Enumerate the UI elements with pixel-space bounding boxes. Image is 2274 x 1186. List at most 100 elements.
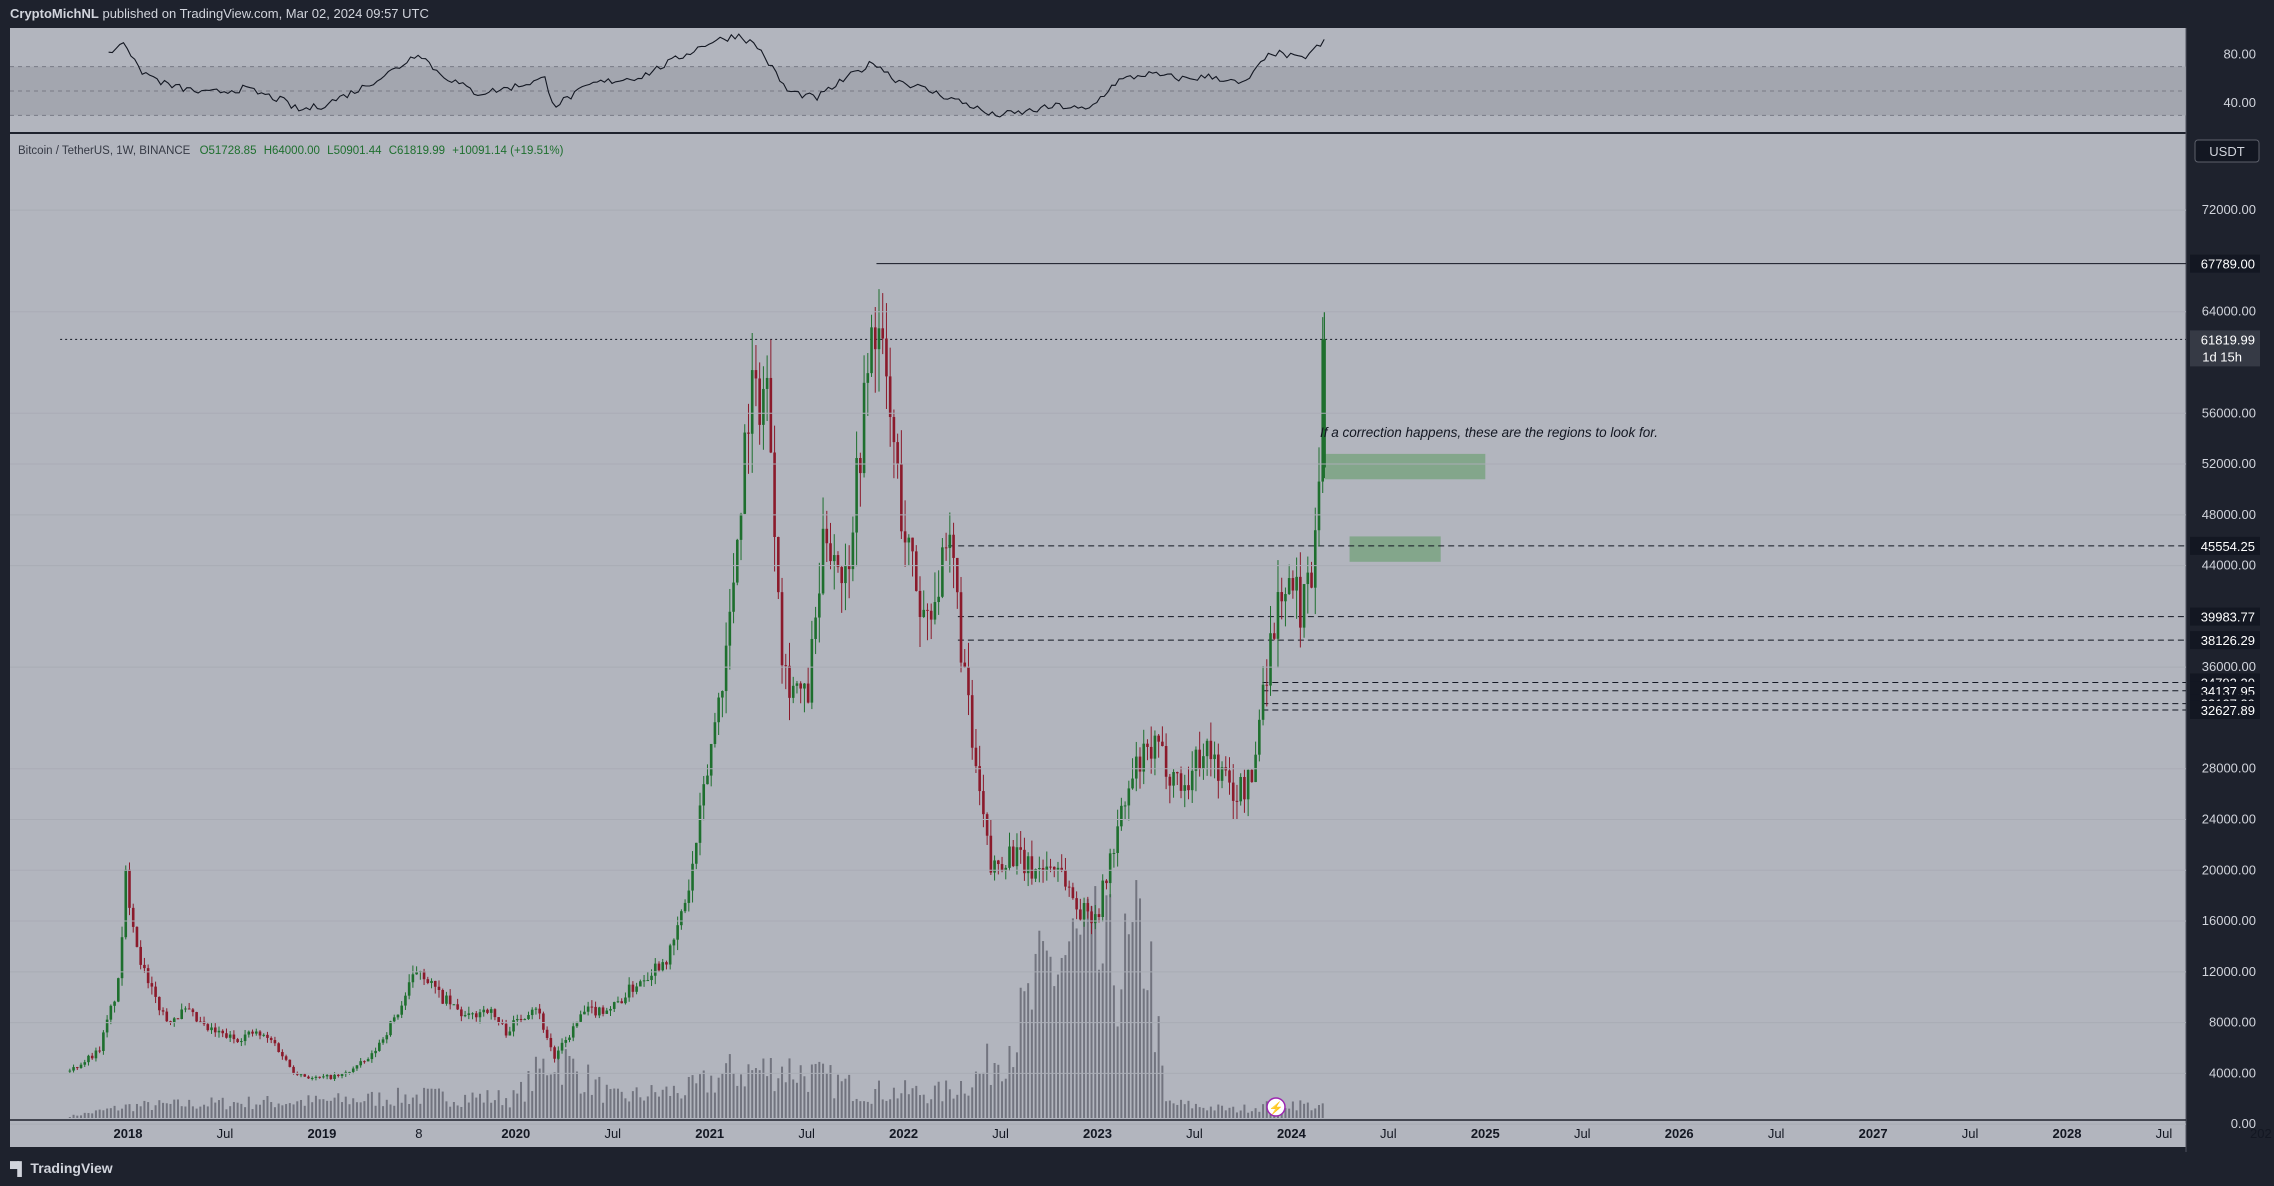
x-tick-label-13: Jul xyxy=(1380,1126,1397,1141)
volume-bar xyxy=(303,1105,306,1118)
correction-zone-2[interactable] xyxy=(1349,536,1441,562)
volume-bar xyxy=(713,1092,716,1118)
volume-bar xyxy=(590,1094,593,1118)
volume-bar xyxy=(1247,1112,1250,1118)
x-tick-label-9: Jul xyxy=(992,1126,1009,1141)
currency-button[interactable]: USDT xyxy=(2194,139,2260,163)
x-tick-label-5: Jul xyxy=(604,1126,621,1141)
volume-bar xyxy=(1217,1104,1220,1118)
volume-bar xyxy=(184,1106,187,1118)
volume-bar xyxy=(247,1096,250,1118)
candle-body xyxy=(1164,746,1168,777)
candle-body xyxy=(1004,867,1008,871)
candle-body xyxy=(329,1074,333,1080)
volume-bar xyxy=(538,1068,541,1118)
candle-body xyxy=(340,1074,344,1076)
volume-bar xyxy=(1194,1103,1197,1118)
volume-bar xyxy=(989,1084,992,1118)
volume-bar xyxy=(396,1087,399,1118)
volume-bar xyxy=(1150,941,1153,1118)
candle-body xyxy=(225,1033,228,1038)
candle-body xyxy=(680,911,683,926)
volume-bar xyxy=(214,1102,217,1118)
volume-bar xyxy=(881,1099,884,1118)
candle-body xyxy=(489,1009,493,1013)
level-label-8: 32627.89 xyxy=(2201,703,2255,718)
footer-brand: TradingView xyxy=(30,1160,113,1176)
candle-body xyxy=(254,1031,258,1034)
candle-body xyxy=(885,338,888,377)
x-tick-label-3: 8 xyxy=(415,1126,422,1141)
candle-body xyxy=(247,1031,251,1035)
tradingview-logo[interactable]: ▀▌ TradingView xyxy=(10,1160,113,1176)
volume-bar xyxy=(229,1106,232,1118)
author-name[interactable]: CryptoMichNL xyxy=(10,6,99,21)
volume-bar xyxy=(1094,886,1097,1118)
candle-body xyxy=(325,1074,329,1077)
volume-bar xyxy=(613,1088,616,1118)
candle-body xyxy=(668,945,672,965)
legend-low: L50901.44 xyxy=(327,145,382,157)
candle-body xyxy=(709,743,713,776)
candle-body xyxy=(687,890,691,903)
volume-bar xyxy=(993,1063,996,1118)
volume-bar xyxy=(191,1106,194,1118)
candle-body xyxy=(985,814,989,836)
candle-body xyxy=(422,971,426,980)
candle-body xyxy=(609,1008,612,1011)
volume-bar xyxy=(415,1094,418,1118)
volume-bar xyxy=(1027,983,1030,1118)
correction-zone-1[interactable] xyxy=(1324,453,1486,480)
volume-bar xyxy=(579,1093,582,1118)
volume-bar xyxy=(1019,987,1022,1118)
volume-bar xyxy=(866,1101,869,1118)
candle-body xyxy=(195,1012,198,1022)
volume-bar xyxy=(956,1094,959,1118)
volume-bar xyxy=(1172,1103,1175,1118)
volume-bar xyxy=(441,1091,444,1118)
volume-bar xyxy=(72,1114,75,1118)
volume-bar xyxy=(479,1093,482,1118)
candle-body xyxy=(445,995,448,1004)
volume-bar xyxy=(80,1115,83,1118)
candle-body xyxy=(217,1030,221,1033)
candle-body xyxy=(1134,756,1138,779)
annotation-text[interactable]: If a correction happens, these are the r… xyxy=(1320,425,1658,440)
volume-bar xyxy=(106,1108,109,1118)
volume-bar xyxy=(165,1103,168,1118)
volume-bar xyxy=(445,1101,448,1118)
rsi-tick-label-1: 40.00 xyxy=(2223,95,2256,110)
candle-body xyxy=(1246,769,1250,800)
y-tick-label-9: 20000.00 xyxy=(2202,862,2256,877)
candle-body xyxy=(542,1013,545,1030)
level-label-box-1 xyxy=(2190,330,2260,367)
volume-bar xyxy=(176,1099,179,1118)
candle-body xyxy=(1011,846,1015,867)
candles xyxy=(68,289,1326,1081)
volume-bar xyxy=(475,1097,478,1118)
last-candle-body[interactable] xyxy=(1322,339,1326,468)
volume-bar xyxy=(583,1092,586,1118)
volume-bar xyxy=(493,1100,496,1118)
candle-body xyxy=(79,1064,83,1068)
candle-body xyxy=(545,1029,549,1038)
candle-body xyxy=(1000,864,1004,871)
candle-body xyxy=(829,543,832,562)
candle-body xyxy=(672,939,676,946)
candle-body xyxy=(1149,746,1153,759)
candle-body xyxy=(243,1034,247,1042)
x-tick-label-4: 2020 xyxy=(501,1126,530,1141)
candle-body xyxy=(351,1068,355,1072)
candle-body xyxy=(568,1037,571,1040)
candle-body xyxy=(780,592,784,666)
volume-bar xyxy=(870,1103,873,1118)
candle-body xyxy=(139,946,142,965)
volume-bar xyxy=(1209,1106,1212,1118)
lightning-icon[interactable]: ⚡ xyxy=(1266,1097,1286,1117)
volume-bar xyxy=(348,1104,351,1118)
volume-bar xyxy=(1109,894,1112,1118)
volume-bar xyxy=(355,1102,358,1118)
y-tick-label-3: 52000.00 xyxy=(2202,456,2256,471)
volume-bar xyxy=(631,1091,634,1118)
